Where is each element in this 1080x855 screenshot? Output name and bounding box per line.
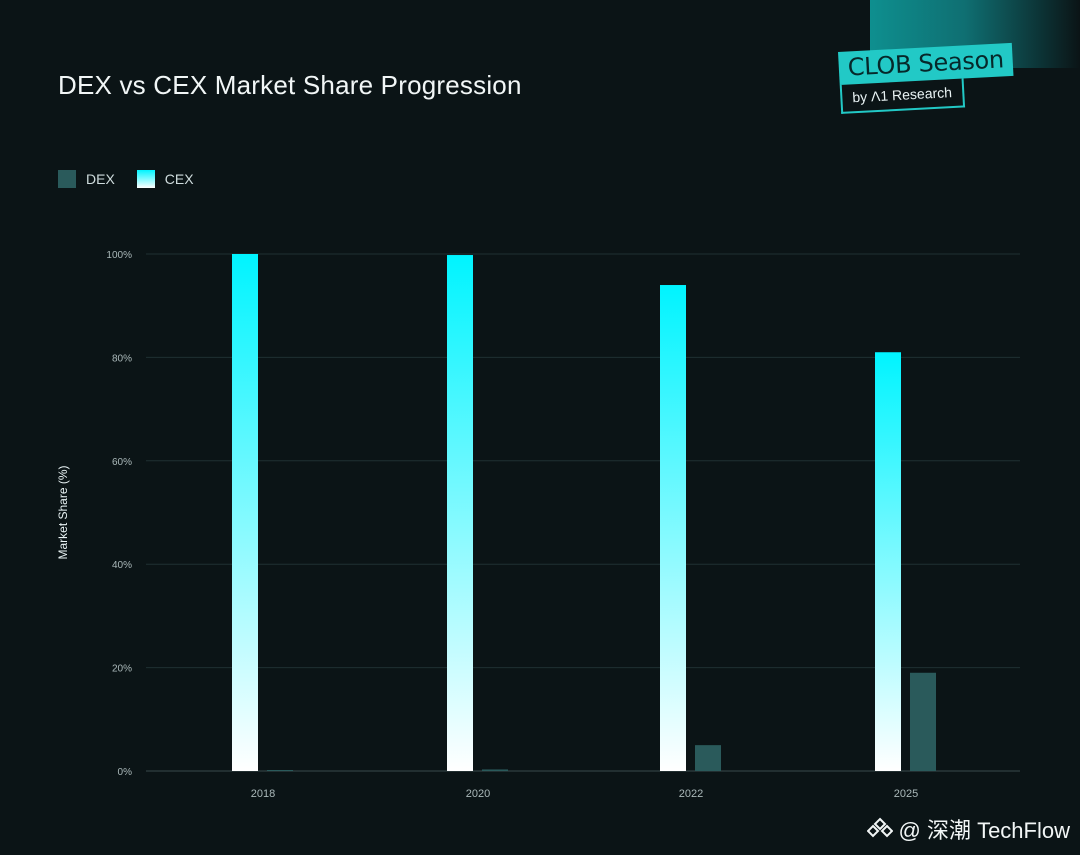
bar-cex [447, 255, 473, 771]
bar-dex [695, 745, 721, 771]
bar-cex [875, 352, 901, 771]
x-tick-label: 2020 [466, 788, 490, 800]
y-tick-label: 80% [112, 353, 132, 364]
bar-dex [910, 672, 936, 771]
x-tick-label: 2025 [894, 788, 918, 800]
y-tick-label: 60% [112, 457, 132, 468]
legend-item-dex: DEX [58, 170, 115, 188]
techflow-logo-icon [866, 817, 893, 838]
y-tick-label: 40% [112, 560, 132, 571]
legend-swatch-cex [136, 170, 155, 188]
watermark: @ 深潮 TechFlow [866, 813, 1070, 845]
chart-title: DEX vs CEX Market Share Progression [58, 70, 522, 100]
bar-cex [232, 254, 258, 771]
y-tick-label: 0% [118, 767, 133, 778]
y-tick-label: 100% [106, 250, 132, 261]
bar-dex [267, 770, 293, 771]
legend-label-dex: DEX [86, 171, 115, 187]
legend-item-cex: CEX [136, 170, 194, 188]
y-tick-label: 20% [112, 664, 132, 675]
bar-dex [482, 769, 508, 771]
legend-swatch-dex [58, 170, 76, 188]
chart-legend: DEX CEX [58, 170, 194, 188]
bar-cex [660, 285, 686, 771]
x-tick-label: 2022 [679, 788, 703, 800]
y-axis-label: Market Share (%) [56, 465, 70, 559]
legend-label-cex: CEX [164, 171, 194, 187]
x-tick-label: 2018 [251, 788, 275, 800]
watermark-text: @ 深潮 TechFlow [898, 818, 1070, 843]
